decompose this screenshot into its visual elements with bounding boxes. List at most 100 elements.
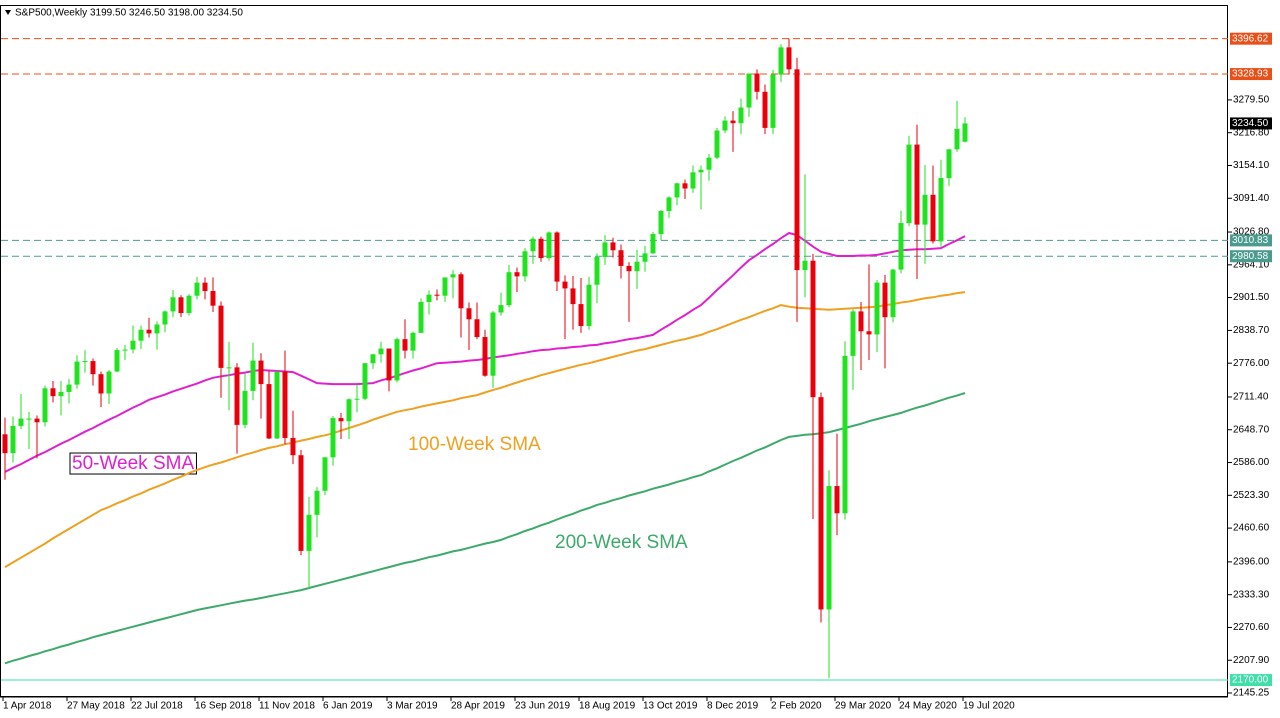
candle-body — [154, 324, 160, 334]
candle-body — [450, 274, 456, 278]
candle-body — [818, 397, 824, 610]
candle-body — [66, 384, 72, 392]
candle-body — [562, 281, 568, 289]
candle-body — [650, 234, 656, 254]
candle-body — [186, 295, 192, 313]
x-tick-label: 28 Apr 2019 — [451, 701, 505, 712]
candle-body — [722, 120, 728, 131]
x-tick-label: 23 Jun 2019 — [515, 701, 570, 712]
candle-body — [834, 486, 840, 514]
candle-body — [690, 172, 696, 189]
candle-body — [234, 367, 240, 425]
x-tick-label: 29 Mar 2020 — [835, 701, 892, 712]
candle-body — [74, 361, 80, 385]
y-tick-label: 3154.10 — [1233, 160, 1270, 171]
candle-body — [98, 374, 104, 394]
candle-body — [602, 242, 608, 258]
y-tick-label: 2333.30 — [1233, 589, 1270, 600]
candle-body — [442, 277, 448, 296]
candle-body — [114, 350, 120, 372]
candle-body — [730, 120, 736, 124]
candle-body — [266, 384, 272, 439]
candle-body — [898, 223, 904, 270]
candle-body — [546, 232, 552, 259]
candle-body — [290, 437, 296, 456]
x-tick-label: 16 Sep 2018 — [195, 701, 252, 712]
candle-body — [370, 354, 376, 364]
candle-body — [794, 69, 800, 271]
candle-body — [242, 390, 248, 425]
y-tick-label: 2711.40 — [1233, 392, 1269, 403]
candle-body — [322, 457, 328, 491]
x-tick-label: 19 Jul 2020 — [963, 701, 1015, 712]
price-level-label: 3396.62 — [1232, 33, 1269, 44]
candle-body — [866, 331, 872, 335]
candle-body — [434, 294, 440, 296]
candle-body — [226, 367, 232, 369]
candle-body — [50, 388, 56, 397]
x-tick-label: 24 May 2020 — [899, 701, 957, 712]
candle-body — [626, 265, 632, 272]
candle-body — [746, 73, 752, 108]
candle-body — [938, 178, 944, 242]
candle-body — [402, 339, 408, 351]
x-tick-label: 6 Jan 2019 — [323, 701, 373, 712]
y-tick-label: 3026.80 — [1233, 227, 1270, 238]
candle-body — [538, 238, 544, 259]
price-level-tag — [1230, 32, 1272, 45]
candle-body — [250, 360, 256, 391]
candle-body — [210, 291, 216, 306]
candle-body — [306, 514, 312, 551]
y-tick-label: 3216.80 — [1233, 127, 1270, 138]
candle-body — [298, 455, 304, 551]
y-tick-label: 2648.70 — [1233, 424, 1270, 435]
y-tick-label: 3091.40 — [1233, 193, 1270, 204]
candle-body — [810, 260, 816, 398]
candle-body — [610, 242, 616, 251]
candle-body — [426, 294, 432, 303]
candle-body — [850, 311, 856, 356]
candle-body — [2, 434, 8, 454]
candle-body — [714, 130, 720, 158]
candle-body — [130, 340, 136, 350]
candle-body — [106, 371, 112, 394]
candle-body — [802, 260, 808, 271]
candle-body — [890, 269, 896, 318]
y-tick-label: 2396.00 — [1233, 557, 1270, 568]
candle-body — [666, 197, 672, 212]
candle-body — [954, 128, 960, 150]
x-tick-label: 1 Apr 2018 — [3, 701, 52, 712]
dropdown-icon[interactable] — [5, 10, 11, 15]
y-tick-label: 2145.25 — [1233, 688, 1270, 699]
sma-line — [4, 291, 966, 568]
candle-body — [930, 194, 936, 242]
x-tick-label: 13 Oct 2019 — [643, 701, 698, 712]
candle-body — [522, 251, 528, 277]
candle-body — [906, 144, 912, 224]
sma-label-box — [69, 452, 197, 475]
candle-body — [314, 490, 320, 515]
candle-body — [458, 274, 464, 309]
candle-body — [778, 47, 784, 75]
price-level-tag — [1230, 68, 1272, 81]
y-tick-label: 2270.60 — [1233, 622, 1270, 633]
candle-body — [346, 399, 352, 422]
candle-body — [530, 238, 536, 252]
y-tick-label: 3279.50 — [1233, 95, 1270, 106]
candle-body — [826, 486, 832, 610]
candle-body — [410, 332, 416, 351]
candle-body — [146, 329, 152, 334]
candle-body — [554, 232, 560, 282]
candle-body — [514, 272, 520, 277]
candle-body — [26, 418, 32, 420]
candle-body — [962, 123, 968, 142]
price-level-label: 3328.93 — [1232, 69, 1269, 80]
candle-body — [338, 418, 344, 422]
y-tick-label: 2776.00 — [1233, 358, 1270, 369]
candle-body — [698, 169, 704, 173]
price-level-label: 3010.83 — [1232, 235, 1269, 246]
candle-body — [82, 361, 88, 363]
candle-body — [18, 418, 24, 426]
candle-body — [330, 418, 336, 458]
